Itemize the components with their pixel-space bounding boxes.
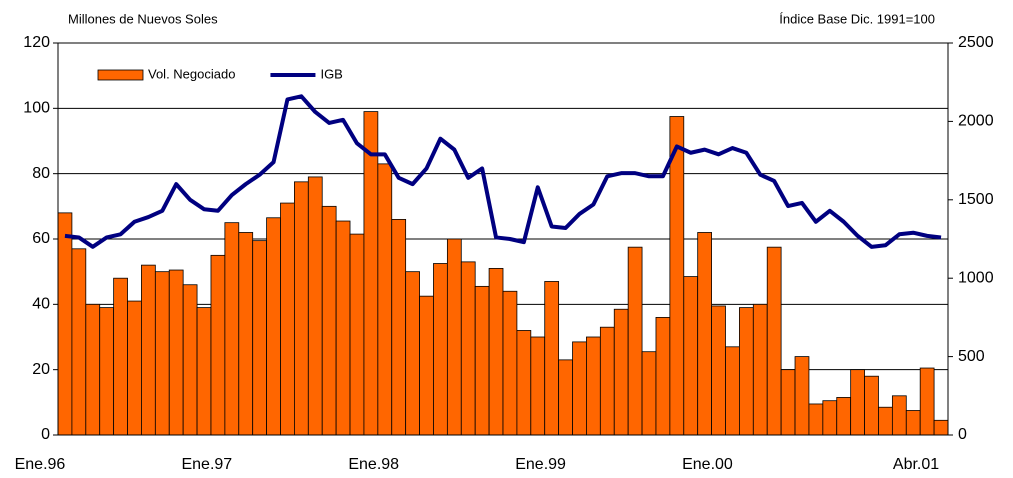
bar — [419, 295, 434, 436]
bar — [113, 277, 128, 436]
right-axis-title: Índice Base Dic. 1991=100 — [779, 11, 935, 26]
bar — [599, 326, 615, 436]
line — [64, 94, 942, 249]
bar — [280, 202, 295, 436]
bar — [363, 111, 379, 436]
bar — [864, 375, 879, 436]
bar — [697, 232, 712, 436]
legend-label: Vol. Negociado — [148, 66, 235, 81]
y2-tick-label: 1500 — [958, 191, 994, 208]
y2-tick-label: 1000 — [958, 269, 994, 286]
bar — [808, 403, 824, 436]
bar — [446, 238, 462, 436]
bar — [794, 356, 810, 436]
bar — [168, 269, 184, 436]
bar — [752, 303, 768, 436]
bar — [711, 305, 726, 436]
bar — [905, 410, 921, 436]
y-tick-label: 20 — [32, 361, 50, 378]
bar — [433, 263, 448, 436]
bar — [641, 351, 657, 436]
bar — [655, 316, 671, 436]
legend-label: IGB — [320, 66, 342, 81]
bar — [836, 397, 852, 436]
bar — [502, 290, 518, 436]
bar — [182, 284, 198, 436]
x-tick-label: Abr.01 — [893, 456, 939, 473]
bar — [516, 330, 532, 436]
bar — [210, 254, 226, 436]
bar — [460, 261, 476, 436]
left-axis-title: Millones de Nuevos Soles — [68, 11, 218, 26]
bar — [627, 246, 643, 436]
bar — [238, 232, 254, 436]
bar — [196, 307, 212, 436]
bar — [85, 303, 101, 436]
y-tick-label: 100 — [23, 100, 50, 117]
x-tick-label: Ene.98 — [348, 456, 399, 473]
bar — [57, 212, 73, 436]
y2-tick-label: 500 — [958, 348, 985, 365]
y-tick-label: 40 — [32, 296, 50, 313]
bar — [294, 181, 309, 436]
bar — [224, 222, 240, 436]
bar — [586, 336, 601, 436]
bar — [530, 336, 546, 436]
x-tick-label: Ene.00 — [682, 456, 733, 473]
x-tick-label: Ene.97 — [181, 456, 232, 473]
y-tick-label: 80 — [32, 165, 50, 182]
y2-tick-label: 2000 — [958, 113, 994, 130]
y2-tick-label: 2500 — [958, 34, 994, 51]
bar — [391, 218, 407, 436]
bar — [683, 276, 699, 436]
bar — [335, 220, 351, 436]
bar — [307, 176, 323, 436]
bar — [405, 271, 420, 436]
bar — [822, 400, 838, 436]
plot-border — [57, 42, 949, 436]
bar — [739, 307, 754, 436]
bar — [488, 267, 504, 436]
y-tick-label: 0 — [41, 426, 50, 443]
bar — [878, 406, 893, 436]
y2-tick-label: 0 — [958, 426, 967, 443]
bar — [544, 281, 560, 436]
bar — [266, 217, 281, 436]
bar — [377, 163, 393, 436]
bar — [558, 359, 573, 436]
bar — [572, 341, 587, 436]
bar — [933, 419, 949, 436]
bar — [669, 116, 685, 436]
bar — [613, 308, 629, 436]
x-tick-label: Ene.96 — [15, 456, 66, 473]
legend-swatch — [97, 69, 144, 81]
bar — [891, 395, 907, 436]
bar — [919, 367, 935, 436]
bar — [127, 300, 142, 436]
bar — [850, 369, 865, 436]
bar — [99, 307, 115, 436]
y-tick-label: 60 — [32, 230, 50, 247]
bar — [141, 264, 156, 436]
bar — [321, 205, 337, 436]
y-tick-label: 120 — [23, 34, 50, 51]
bar — [71, 248, 87, 436]
x-tick-label: Ene.99 — [515, 456, 566, 473]
bar — [349, 233, 365, 436]
bar — [154, 271, 170, 436]
bar — [725, 346, 740, 436]
bar — [766, 246, 782, 436]
bar — [780, 369, 796, 436]
bar — [252, 240, 267, 436]
bar — [474, 285, 490, 436]
